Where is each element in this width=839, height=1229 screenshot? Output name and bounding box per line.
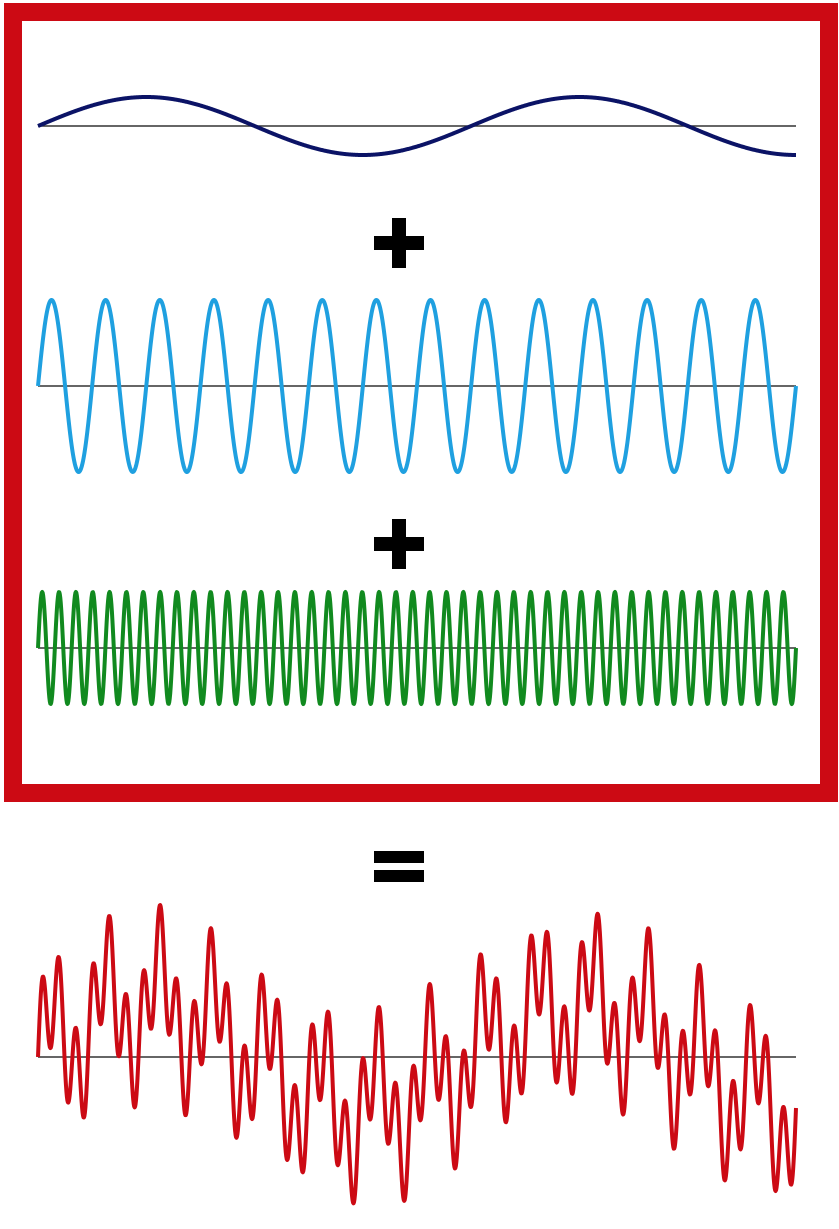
plus-icon <box>374 218 424 268</box>
equals-icon <box>374 851 424 882</box>
sum-wave <box>38 905 796 1203</box>
plus-icon <box>374 519 424 569</box>
